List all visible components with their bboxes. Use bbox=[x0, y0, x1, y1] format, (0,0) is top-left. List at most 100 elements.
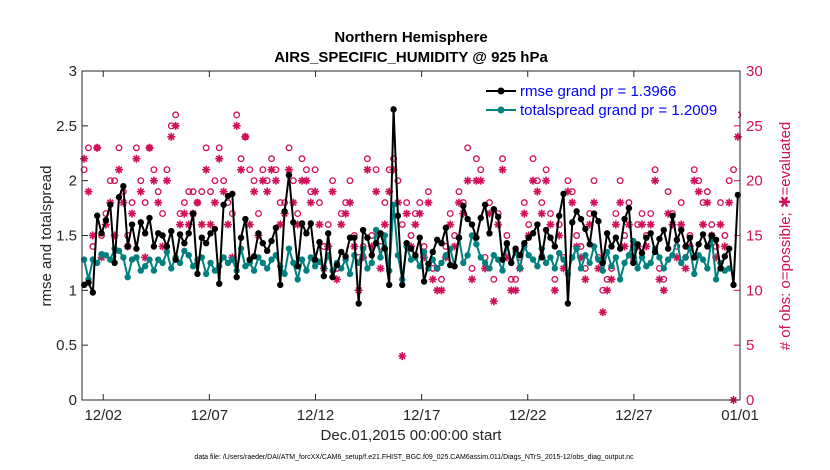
rmse-point bbox=[338, 248, 345, 256]
obs-evaluated-point bbox=[454, 198, 463, 207]
totalspread-point bbox=[303, 267, 310, 274]
obs-evaluated-point bbox=[258, 176, 267, 185]
obs-possible-point bbox=[499, 155, 506, 163]
obs-evaluated-point bbox=[223, 220, 232, 229]
obs-evaluated-point bbox=[328, 187, 337, 196]
totalspread-point bbox=[682, 254, 689, 261]
rmse-point bbox=[386, 281, 393, 289]
totalspread-point bbox=[460, 259, 467, 267]
rmse-point bbox=[599, 259, 606, 267]
rmse-point bbox=[656, 235, 663, 242]
obs-possible-point bbox=[468, 264, 476, 272]
obs-evaluated-point bbox=[84, 187, 93, 196]
obs-evaluated-point bbox=[93, 143, 102, 152]
rmse-point bbox=[651, 248, 659, 256]
obs-evaluated-point bbox=[581, 275, 590, 284]
totalspread-point bbox=[612, 254, 620, 261]
rmse-point bbox=[372, 239, 380, 247]
obs-evaluated-point bbox=[276, 220, 285, 229]
totalspread-point bbox=[481, 259, 489, 267]
obs-possible-point bbox=[137, 177, 145, 185]
totalspread-point bbox=[669, 252, 676, 259]
obs-evaluated-point bbox=[611, 220, 620, 229]
totalspread-point bbox=[107, 256, 114, 263]
totalspread-point bbox=[176, 259, 184, 267]
rmse-point bbox=[320, 272, 328, 280]
obs-evaluated-point bbox=[402, 209, 411, 218]
rmse-point bbox=[181, 239, 188, 247]
obs-evaluated-point bbox=[672, 253, 681, 262]
rmse-point bbox=[691, 254, 698, 261]
rmse-point bbox=[708, 232, 715, 239]
rmse-point bbox=[329, 273, 336, 281]
obs-evaluated-point bbox=[620, 242, 629, 251]
y-right-tick-label: 30 bbox=[746, 63, 763, 80]
obs-evaluated-point bbox=[498, 165, 507, 174]
obs-evaluated-point bbox=[616, 198, 625, 207]
obs-possible-point bbox=[372, 166, 380, 174]
rmse-point bbox=[342, 253, 349, 260]
obs-possible-point bbox=[259, 166, 267, 174]
totalspread-point bbox=[377, 254, 384, 261]
rmse-point bbox=[521, 239, 528, 247]
rmse-point bbox=[324, 230, 332, 237]
totalspread-point bbox=[242, 263, 249, 270]
rmse-point bbox=[281, 208, 288, 215]
obs-evaluated-point bbox=[180, 209, 189, 218]
rmse-point bbox=[673, 236, 681, 244]
rmse-point bbox=[455, 234, 463, 241]
obs-evaluated-point bbox=[97, 253, 106, 262]
totalspread-point bbox=[185, 252, 192, 259]
obs-evaluated-point bbox=[481, 264, 490, 273]
obs-evaluated-point bbox=[324, 242, 333, 251]
rmse-point bbox=[111, 259, 118, 267]
rmse-point bbox=[464, 215, 471, 223]
obs-possible-point bbox=[115, 144, 123, 152]
obs-possible-point bbox=[407, 232, 415, 239]
rmse-point bbox=[721, 253, 729, 260]
rmse-point bbox=[647, 230, 654, 237]
y-tick-label: 0 bbox=[69, 392, 77, 409]
rmse-point bbox=[582, 225, 589, 233]
totalspread-point bbox=[638, 254, 646, 261]
totalspread-point bbox=[80, 256, 88, 263]
rmse-point bbox=[172, 256, 179, 263]
rmse-point bbox=[442, 224, 450, 232]
rmse-point bbox=[311, 256, 319, 263]
obs-evaluated-point bbox=[716, 220, 725, 229]
rmse-point bbox=[216, 280, 223, 287]
obs-possible-point bbox=[464, 144, 472, 152]
obs-possible-point bbox=[150, 166, 158, 174]
totalspread-point bbox=[163, 248, 171, 256]
obs-evaluated-point bbox=[389, 165, 398, 174]
obs-evaluated-point bbox=[315, 220, 324, 229]
totalspread-point bbox=[664, 256, 672, 263]
obs-possible-point bbox=[398, 221, 406, 228]
rmse-point bbox=[277, 281, 284, 289]
totalspread-point bbox=[120, 254, 127, 261]
totalspread-point bbox=[220, 254, 227, 261]
x-tick-label: 12/17 bbox=[403, 407, 441, 424]
obs-possible-point bbox=[446, 210, 454, 218]
y-right-tick-label: 5 bbox=[746, 337, 754, 354]
obs-evaluated-point bbox=[88, 231, 97, 240]
obs-evaluated-point bbox=[132, 154, 141, 163]
totalspread-point bbox=[647, 259, 654, 267]
totalspread-point bbox=[490, 252, 498, 259]
rmse-point bbox=[85, 279, 92, 286]
obs-evaluated-point bbox=[511, 286, 520, 295]
rmse-point bbox=[403, 239, 410, 247]
totalspread-point bbox=[529, 256, 537, 263]
obs-evaluated-point bbox=[206, 220, 215, 229]
obs-possible-point bbox=[237, 155, 245, 163]
rmse-point bbox=[268, 237, 275, 245]
obs-evaluated-point bbox=[202, 165, 211, 174]
obs-possible-point bbox=[651, 166, 659, 174]
totalspread-point bbox=[159, 259, 166, 267]
totalspread-point bbox=[364, 265, 371, 272]
obs-possible-point bbox=[154, 188, 162, 196]
obs-evaluated-point bbox=[158, 242, 167, 251]
totalspread-point bbox=[577, 265, 585, 272]
obs-evaluated-point bbox=[341, 209, 350, 218]
totalspread-point bbox=[346, 270, 354, 278]
